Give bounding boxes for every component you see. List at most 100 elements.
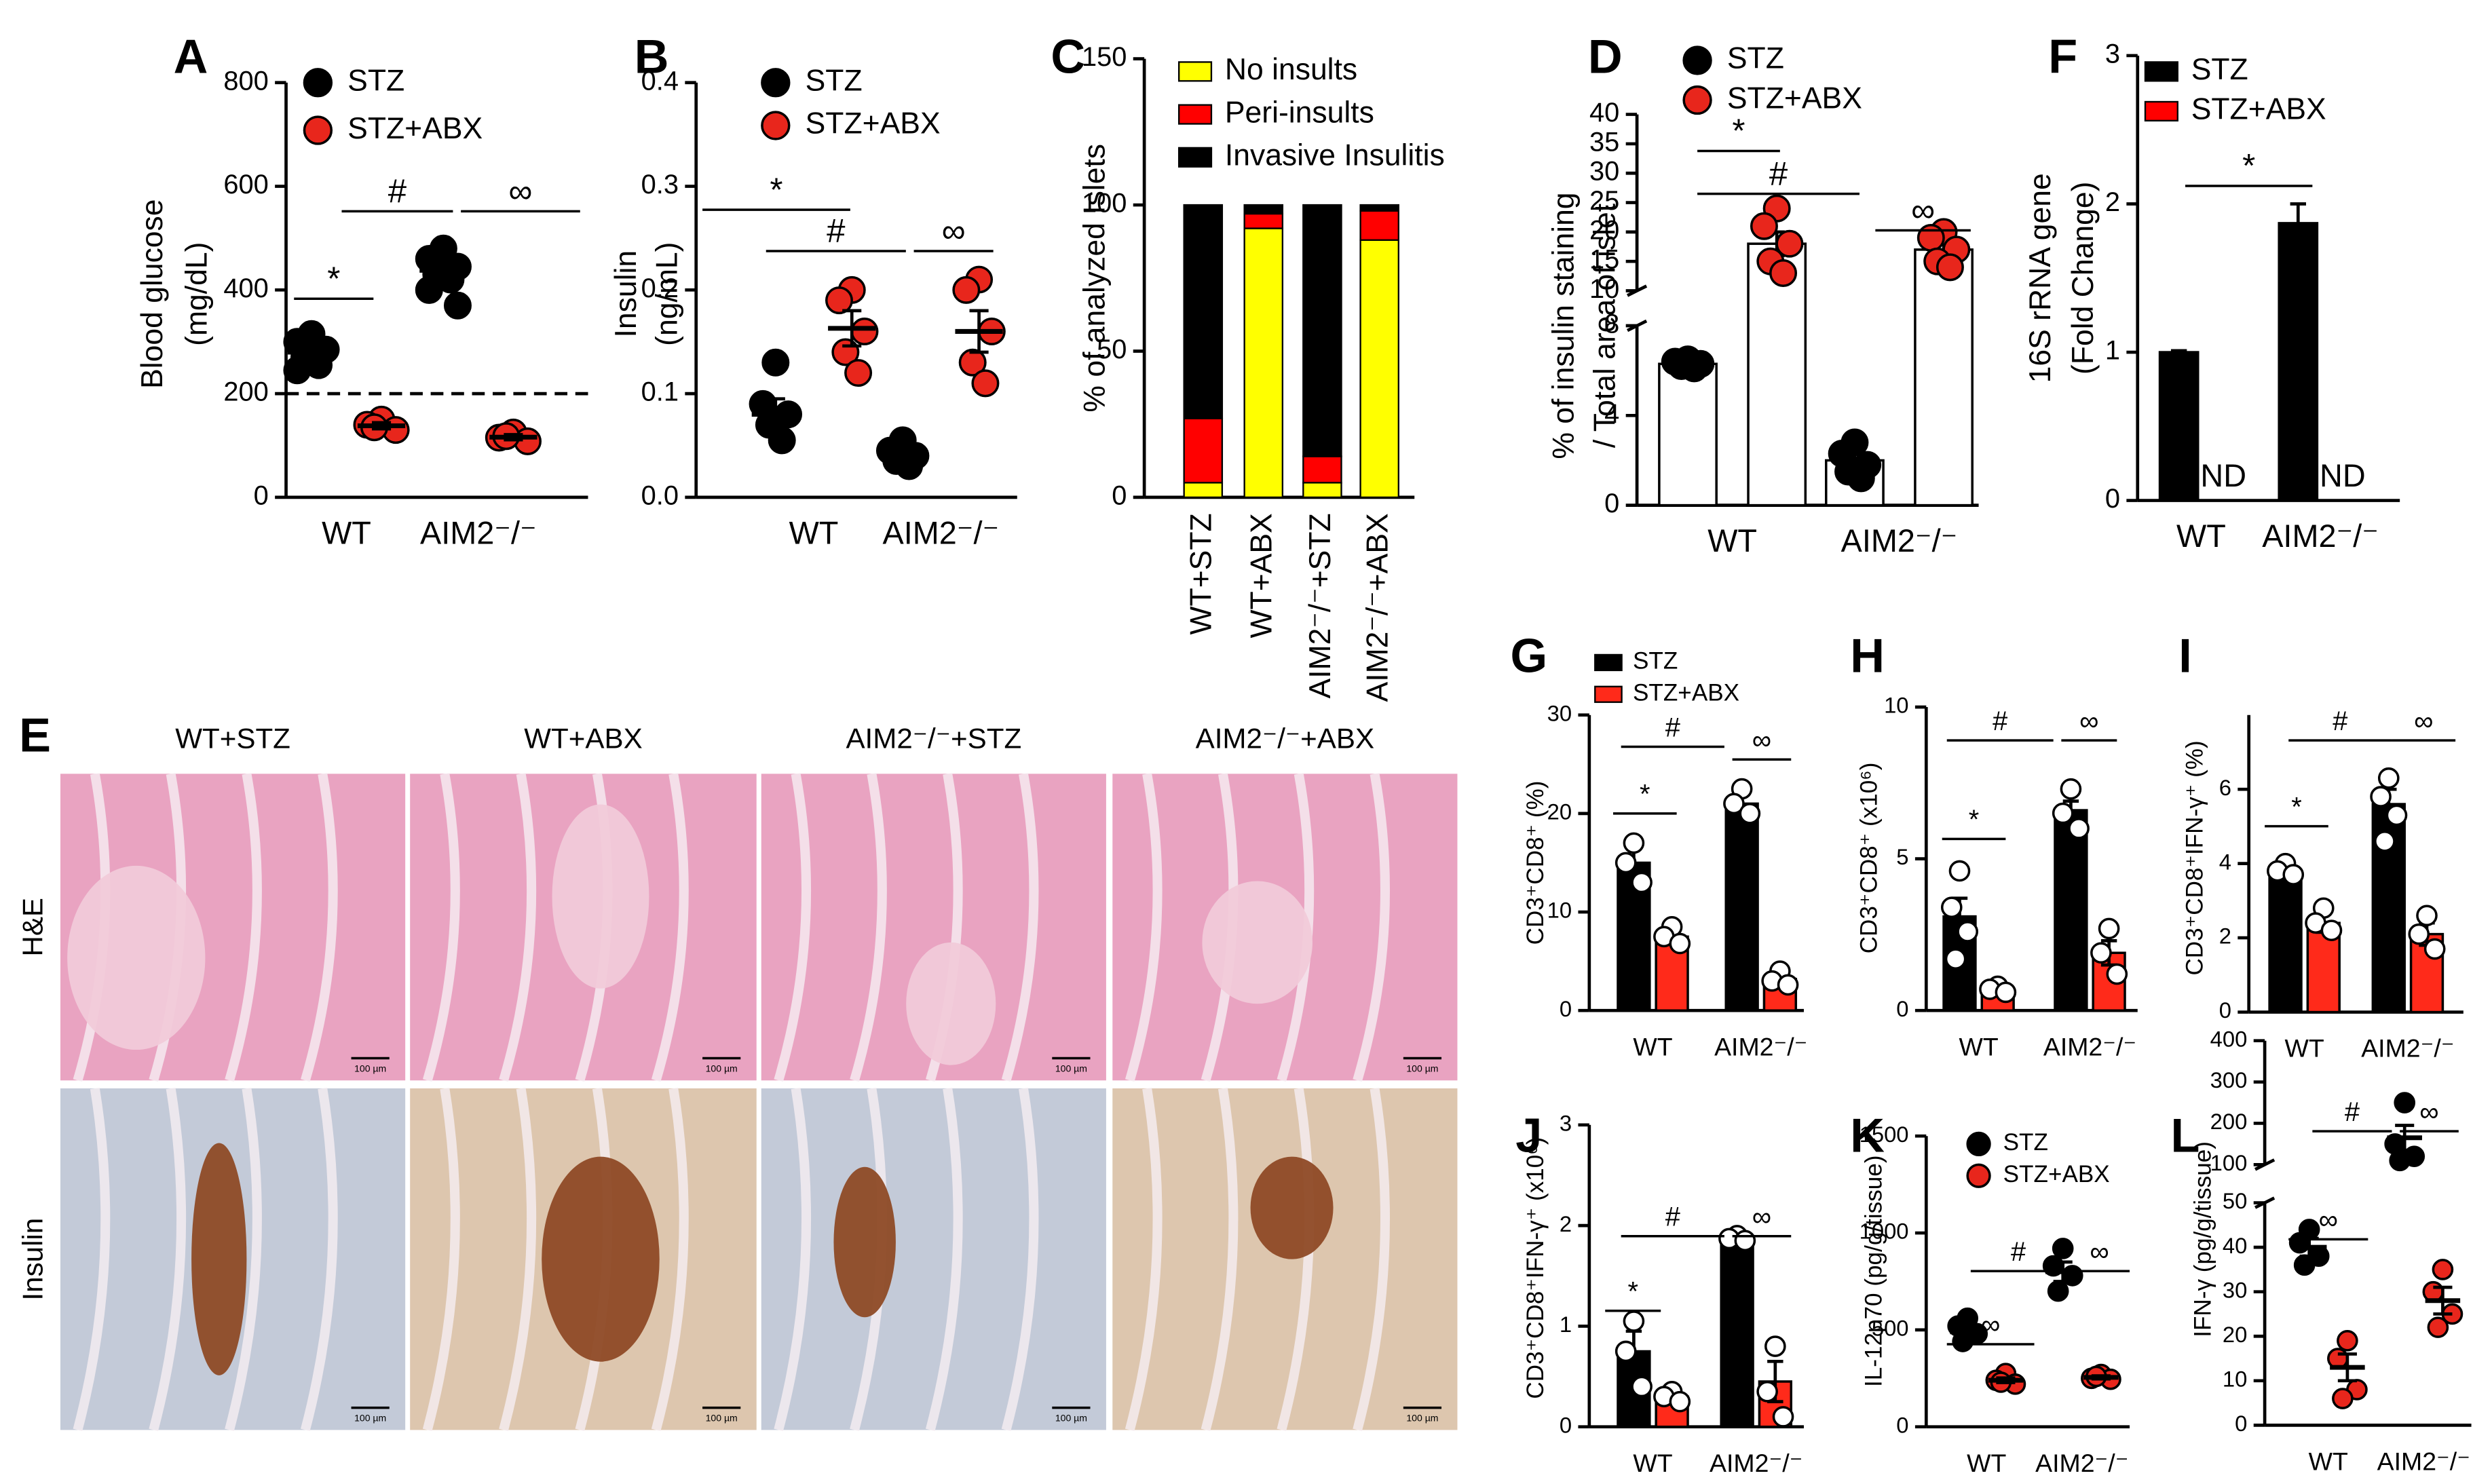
data-point [2427, 1316, 2449, 1338]
data-point [1669, 1390, 1691, 1413]
data-point [2416, 905, 2438, 927]
significance-label: # [2011, 1237, 2026, 1267]
legend-marker [1178, 61, 1213, 82]
y-tick-label: 4 [2219, 849, 2231, 874]
significance-label: ∞ [1911, 192, 1935, 229]
data-point [1631, 871, 1653, 894]
legend-marker [761, 68, 791, 98]
y-tick-label: 2 [1560, 1211, 1572, 1236]
y-axis-label: % of analyzed Islets [1078, 144, 1112, 413]
islet [906, 942, 996, 1065]
y-axis-label: (ng/mL) [651, 242, 684, 346]
tissue-gap [301, 1087, 338, 1432]
data-point [2337, 1329, 2358, 1352]
data-point [768, 426, 796, 455]
data-point [2047, 1280, 2069, 1302]
data-point [952, 275, 981, 304]
data-point [2106, 963, 2128, 985]
legend-label: STZ [2191, 53, 2248, 86]
y-tick-label: 1 [2105, 336, 2120, 366]
legend-label: Peri-insults [1225, 96, 1374, 129]
bar-segment [1302, 204, 1342, 457]
value-label: ND [2200, 458, 2246, 493]
y-tick-label: 30 [2223, 1277, 2247, 1302]
legend-label: STZ+ABX [1633, 680, 1739, 706]
tissue-gap [225, 773, 262, 1082]
x-tick-label: AIM2⁻/⁻ [2361, 1034, 2454, 1063]
x-tick-label: WT [1633, 1032, 1672, 1061]
panel-letter: H [1850, 628, 1885, 682]
data-point [2408, 923, 2430, 945]
y-axis-label: IFN-γ (pg/g/tissue) [2189, 1141, 2216, 1337]
significance-label: # [1993, 706, 2007, 736]
tissue-gap [422, 773, 460, 1082]
error-bar [434, 261, 453, 280]
tissue-gap [850, 773, 887, 1082]
legend-label: STZ+ABX [2003, 1161, 2110, 1187]
bar-segment [1243, 212, 1284, 229]
legend-label: STZ [1633, 648, 1678, 674]
panel-letter: I [2178, 628, 2192, 682]
panel-letter: L [2171, 1108, 2200, 1162]
data-point [2394, 1092, 2416, 1114]
data-point [1772, 1406, 1794, 1428]
legend-label: STZ+ABX [347, 112, 483, 145]
y-tick-label: 0 [1560, 1412, 1572, 1437]
x-tick-label: WT [2176, 518, 2226, 554]
data-point [443, 291, 472, 320]
y-tick-label: 400 [2210, 1026, 2248, 1051]
panel-letter: B [635, 30, 669, 83]
x-tick-label: AIM2⁻/⁻+ABX [1361, 513, 1394, 702]
legend-marker [1682, 45, 1712, 75]
column-label: WT+STZ [175, 722, 290, 754]
scale-bar-label: 100 µm [1055, 1413, 1087, 1424]
significance-label: * [1627, 1277, 1638, 1307]
data-point [1680, 354, 1708, 383]
bar [2158, 351, 2200, 502]
bar [1720, 1238, 1754, 1428]
bar [1658, 362, 1718, 507]
y-tick-label: 500 [1872, 1316, 1909, 1341]
y-axis-label: CD3⁺CD8⁺IFN-γ⁺ (x10⁶) [1522, 1137, 1549, 1399]
panel-letter: C [1051, 30, 1085, 83]
bar-segment [1183, 204, 1224, 419]
tissue-gap [73, 1087, 111, 1432]
panel-letter: G [1511, 628, 1548, 682]
x-tick-label: AIM2⁻/⁻ [2043, 1032, 2136, 1061]
significance-label: ∞ [2090, 1237, 2109, 1267]
significance-label: ∞ [2079, 706, 2098, 736]
bar-segment [1183, 417, 1224, 484]
data-point [2098, 917, 2120, 940]
data-point [2389, 1149, 2411, 1172]
legend-marker [1966, 1131, 1991, 1157]
data-point [1623, 832, 1645, 854]
x-tick-label: AIM2⁻/⁻ [420, 515, 537, 550]
y-axis-label: % of insulin staining [1547, 192, 1580, 459]
tissue-gap [301, 773, 338, 1082]
data-point [1995, 981, 2017, 1004]
x-tick-label: AIM2⁻/⁻+STZ [1304, 513, 1337, 698]
data-point [2432, 1259, 2454, 1280]
tissue-gap [1001, 773, 1039, 1082]
scale-bar-label: 100 µm [1406, 1413, 1438, 1424]
data-point [1723, 793, 1745, 815]
tissue-gap [1353, 1087, 1391, 1432]
y-tick-label: 0 [1112, 480, 1127, 510]
y-tick-label: 0 [1560, 996, 1572, 1021]
bar [2054, 809, 2088, 1012]
tissue-gap [651, 1087, 689, 1432]
legend-label: STZ [806, 64, 863, 98]
data-point [1944, 948, 1967, 970]
bar [1747, 242, 1807, 507]
significance-label: # [1769, 155, 1788, 193]
data-point [1750, 212, 1778, 240]
legend-marker [1594, 685, 1623, 703]
value-label: ND [2320, 458, 2366, 493]
y-tick-label: 300 [2210, 1067, 2248, 1092]
data-point [1764, 1335, 1786, 1357]
significance-label: ∞ [1752, 725, 1771, 755]
significance-label: ∞ [508, 173, 532, 210]
legend-label: STZ+ABX [806, 107, 941, 140]
y-tick-label: 0 [2235, 1411, 2247, 1436]
y-tick-label: 40 [1589, 98, 1619, 128]
